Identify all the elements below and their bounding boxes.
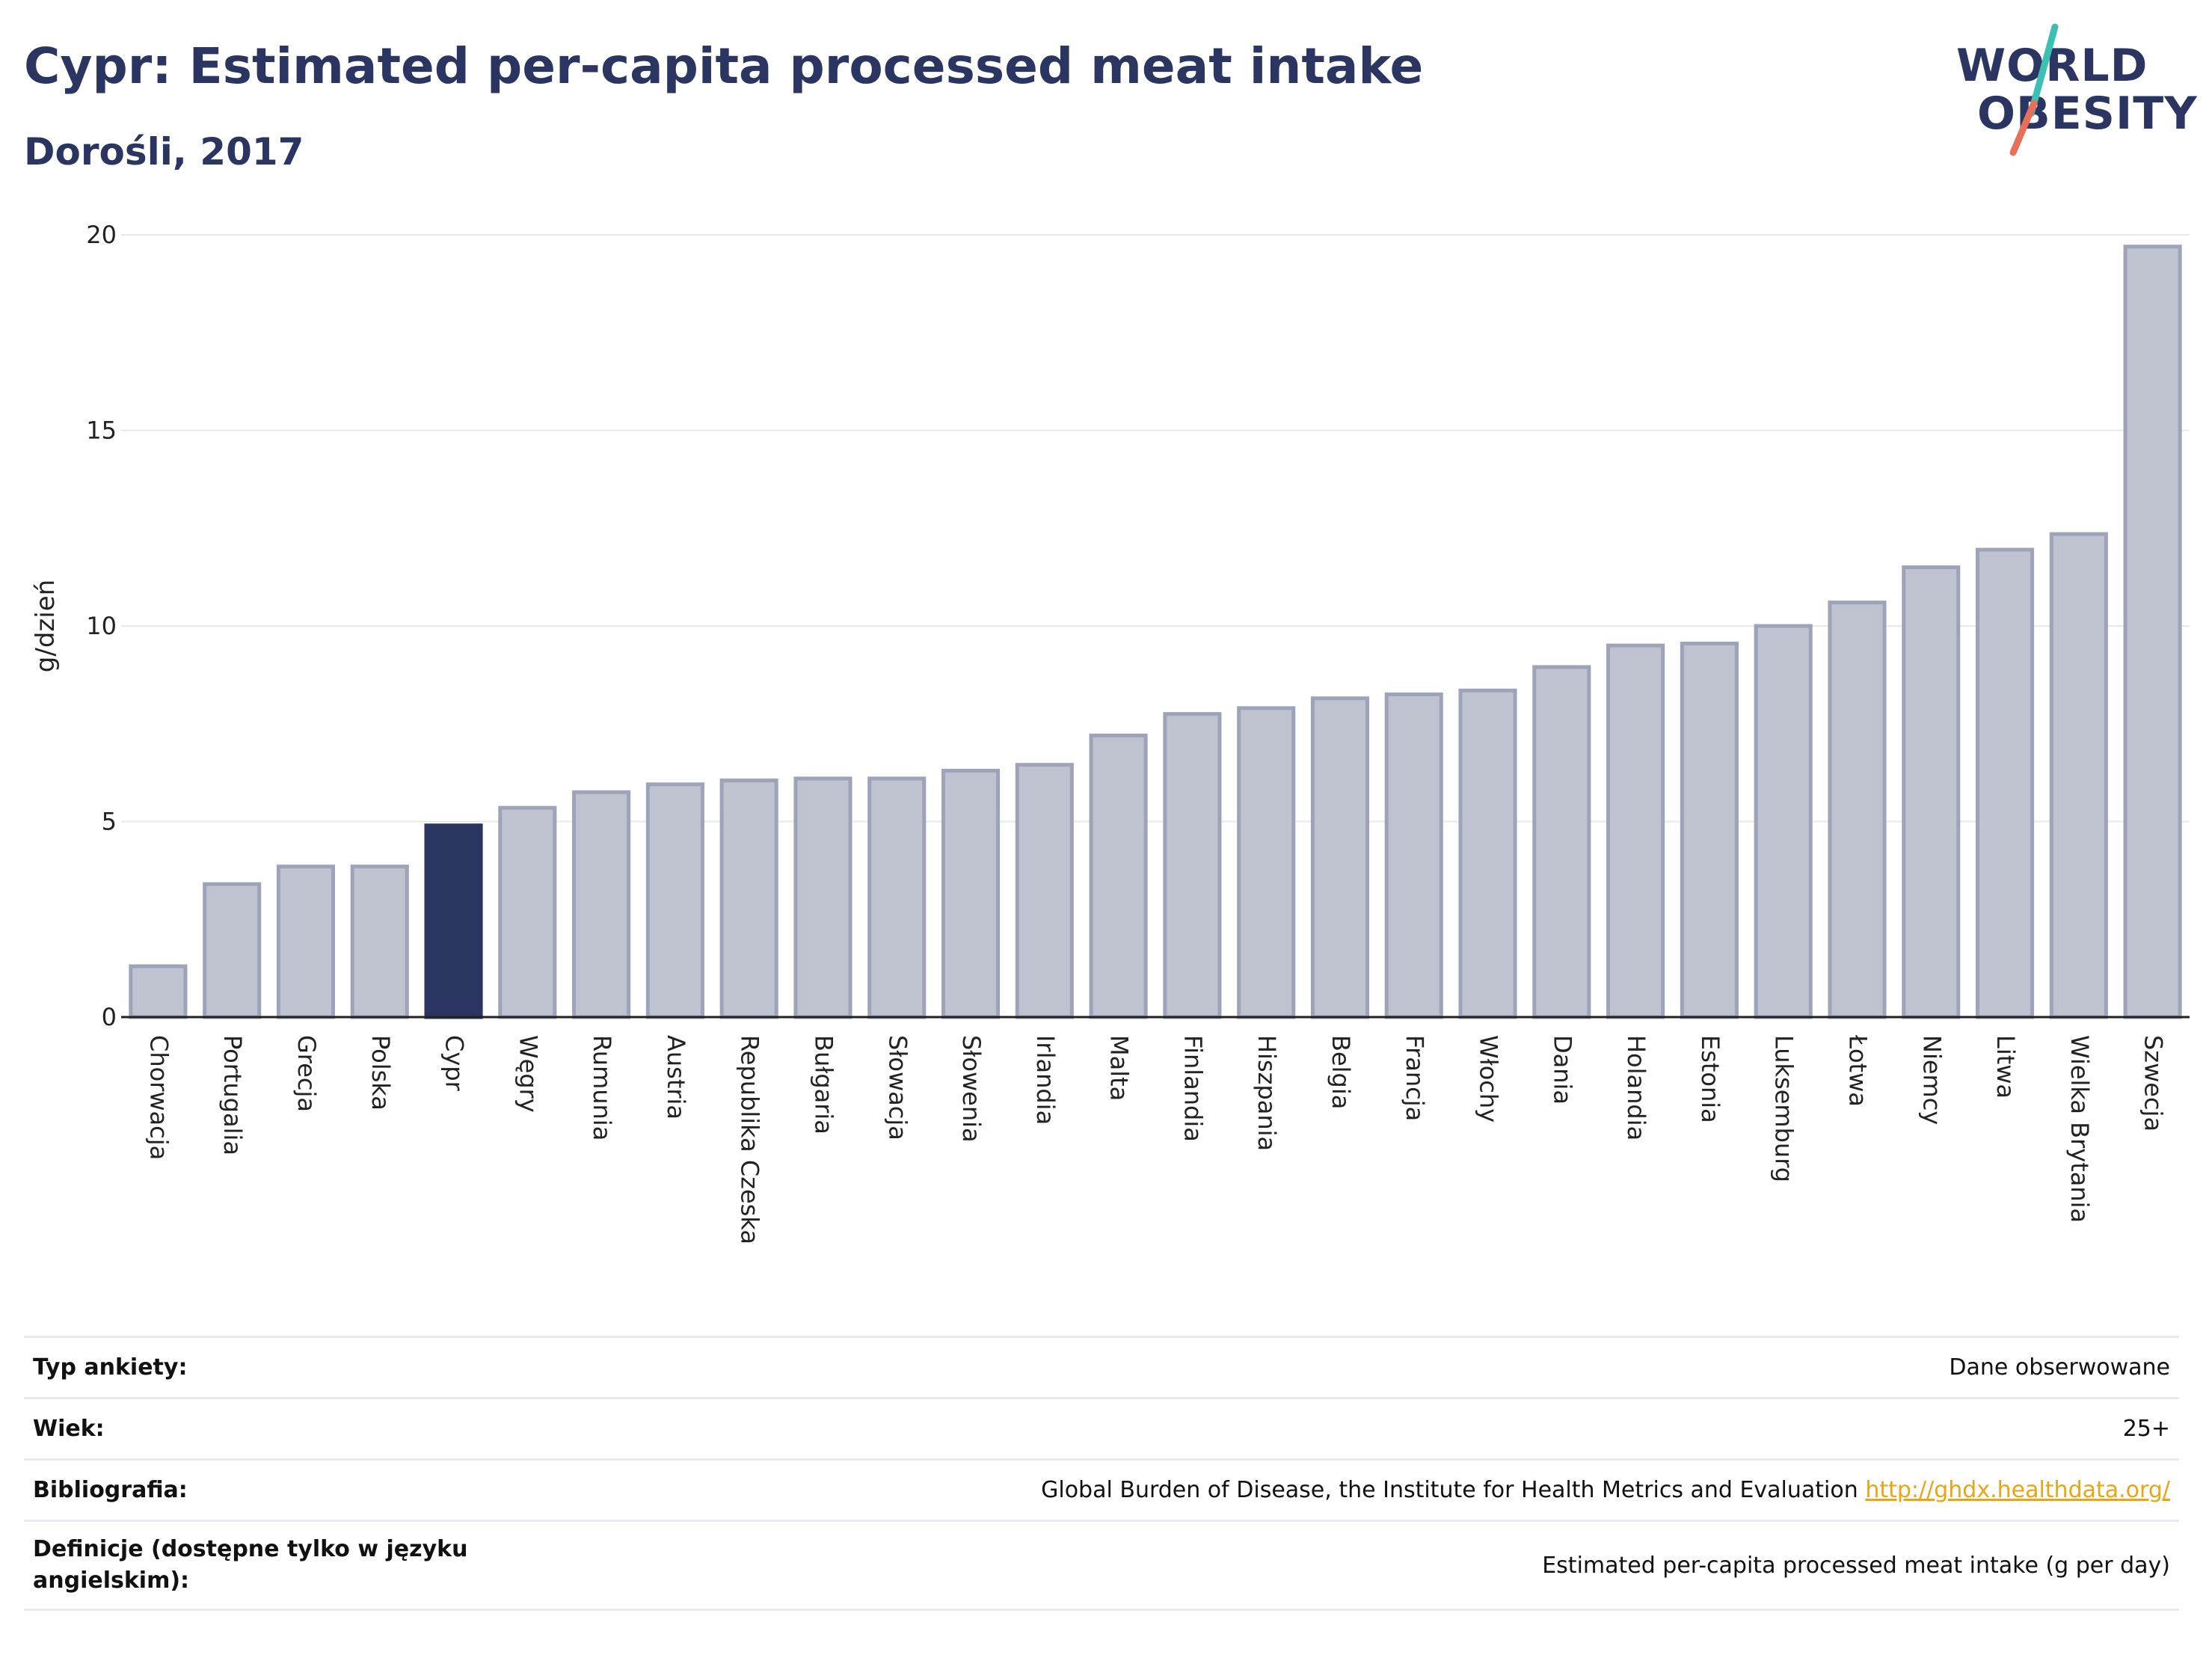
info-key: Definicje (dostępne tylko w języku angie… xyxy=(33,1536,468,1594)
y-tick-label: 10 xyxy=(86,612,117,640)
bar xyxy=(1975,547,2035,1019)
x-tick-label: Litwa xyxy=(1991,1035,2020,1099)
x-tick-label: Szwecja xyxy=(2139,1035,2168,1132)
x-tick-label: Holandia xyxy=(1622,1035,1650,1140)
bar xyxy=(1384,693,1443,1019)
x-tick-label: Cypr xyxy=(440,1035,469,1092)
x-tick-label: Finlandia xyxy=(1179,1035,1207,1142)
y-tick-label: 0 xyxy=(102,1003,117,1031)
bars xyxy=(129,245,2182,1019)
info-key: Typ ankiety: xyxy=(33,1354,188,1381)
bar xyxy=(1606,643,1665,1019)
logo-slash-icon xyxy=(2009,23,2059,156)
x-tick-label: Republika Czeska xyxy=(736,1035,764,1244)
info-value-text: Estimated per-capita processed meat inta… xyxy=(1542,1552,2170,1579)
bar xyxy=(2123,245,2182,1019)
logo-line-2: OBESITY xyxy=(1977,87,2198,140)
chart-subtitle: Dorośli, 2017 xyxy=(24,130,304,174)
bar xyxy=(1754,624,1813,1019)
x-tick-label: Bułgaria xyxy=(809,1035,838,1134)
x-tick-label: Irlandia xyxy=(1031,1035,1060,1125)
chart-title: Cypr: Estimated per-capita processed mea… xyxy=(24,37,1424,95)
info-key: Wiek: xyxy=(33,1415,105,1442)
x-tick-label: Wielka Brytania xyxy=(2065,1035,2094,1223)
info-value-text: Global Burden of Disease, the Institute … xyxy=(1041,1477,1858,1503)
bar xyxy=(1015,763,1074,1019)
bar xyxy=(350,865,409,1019)
bar xyxy=(1163,712,1222,1019)
x-tick-label: Malta xyxy=(1105,1035,1134,1101)
x-tick-label: Niemcy xyxy=(1917,1035,1946,1125)
x-tick-label: Włochy xyxy=(1475,1035,1503,1123)
info-value-text: 25+ xyxy=(2122,1416,2170,1442)
info-row: Bibliografia: Global Burden of Disease, t… xyxy=(24,1458,2179,1520)
bar xyxy=(941,769,1001,1019)
x-tick-label: Polska xyxy=(366,1035,395,1111)
info-row: Typ ankiety: Dane obserwowane xyxy=(24,1336,2179,1397)
x-tick-label: Słowenia xyxy=(957,1035,986,1143)
info-row: Wiek: 25+ xyxy=(24,1397,2179,1458)
y-tick-label: 20 xyxy=(86,221,117,249)
info-key: Bibliografia: xyxy=(33,1476,188,1503)
y-tick-label: 15 xyxy=(86,417,117,445)
info-value-text: Dane obserwowane xyxy=(1949,1354,2170,1381)
info-value: Global Burden of Disease, the Institute … xyxy=(1032,1477,2179,1503)
x-tick-label: Rumunia xyxy=(588,1035,616,1140)
bibliography-link[interactable]: http://ghdx.healthdata.org/ xyxy=(1865,1477,2170,1503)
bar xyxy=(645,782,704,1019)
x-tick-label: Słowacja xyxy=(883,1035,912,1140)
info-value: Dane obserwowane xyxy=(1940,1354,2179,1381)
x-tick-label: Francja xyxy=(1401,1035,1429,1121)
bar xyxy=(203,882,262,1019)
bar xyxy=(2049,532,2108,1019)
bar xyxy=(276,865,336,1019)
x-tick-label: Estonia xyxy=(1696,1035,1724,1123)
bar xyxy=(867,776,927,1019)
info-table: Typ ankiety: Dane obserwowane Wiek: 25+ Bibl… xyxy=(24,1336,2179,1611)
bar xyxy=(1680,642,1739,1019)
bar xyxy=(129,964,188,1019)
bar xyxy=(1237,706,1296,1019)
x-axis-labels: Chorwacja Portugalia Grecja Polska Cypr Węgry… xyxy=(144,1034,2167,1244)
bar xyxy=(1310,696,1370,1019)
bar xyxy=(719,779,778,1019)
world-obesity-logo: WORLD OBESITY xyxy=(1952,21,2199,163)
x-tick-label: Portugalia xyxy=(218,1035,247,1155)
bar xyxy=(498,805,557,1019)
bar xyxy=(1458,688,1517,1019)
x-tick-label: Austria xyxy=(662,1035,690,1120)
x-tick-label: Łotwa xyxy=(1843,1034,1872,1107)
x-tick-label: Chorwacja xyxy=(144,1035,173,1160)
x-tick-label: Luksemburg xyxy=(1770,1035,1798,1182)
bar xyxy=(1828,601,1887,1019)
x-tick-label: Węgry xyxy=(514,1035,542,1113)
info-value: 25+ xyxy=(2114,1416,2179,1442)
x-tick-label: Grecja xyxy=(292,1035,321,1112)
y-axis-title: g/dzień xyxy=(31,580,61,672)
bar-chart: 0 5 10 15 20 Chorwacja Portugalia Grecja Polska… xyxy=(31,221,2190,1244)
bar xyxy=(572,790,631,1019)
info-row: Definicje (dostępne tylko w języku angie… xyxy=(24,1520,2179,1611)
x-tick-label: Dania xyxy=(1548,1035,1576,1105)
info-value: Estimated per-capita processed meat inta… xyxy=(1533,1553,2179,1579)
x-tick-label: Hiszpania xyxy=(1253,1035,1281,1151)
bar xyxy=(1089,733,1148,1019)
y-tick-label: 5 xyxy=(102,808,117,836)
bar xyxy=(793,776,852,1019)
bar-highlight xyxy=(424,823,483,1019)
bar xyxy=(1902,565,1961,1019)
bar xyxy=(1532,665,1591,1019)
x-tick-label: Belgia xyxy=(1327,1035,1355,1109)
y-axis-ticks: 0 5 10 15 20 xyxy=(86,221,117,1031)
